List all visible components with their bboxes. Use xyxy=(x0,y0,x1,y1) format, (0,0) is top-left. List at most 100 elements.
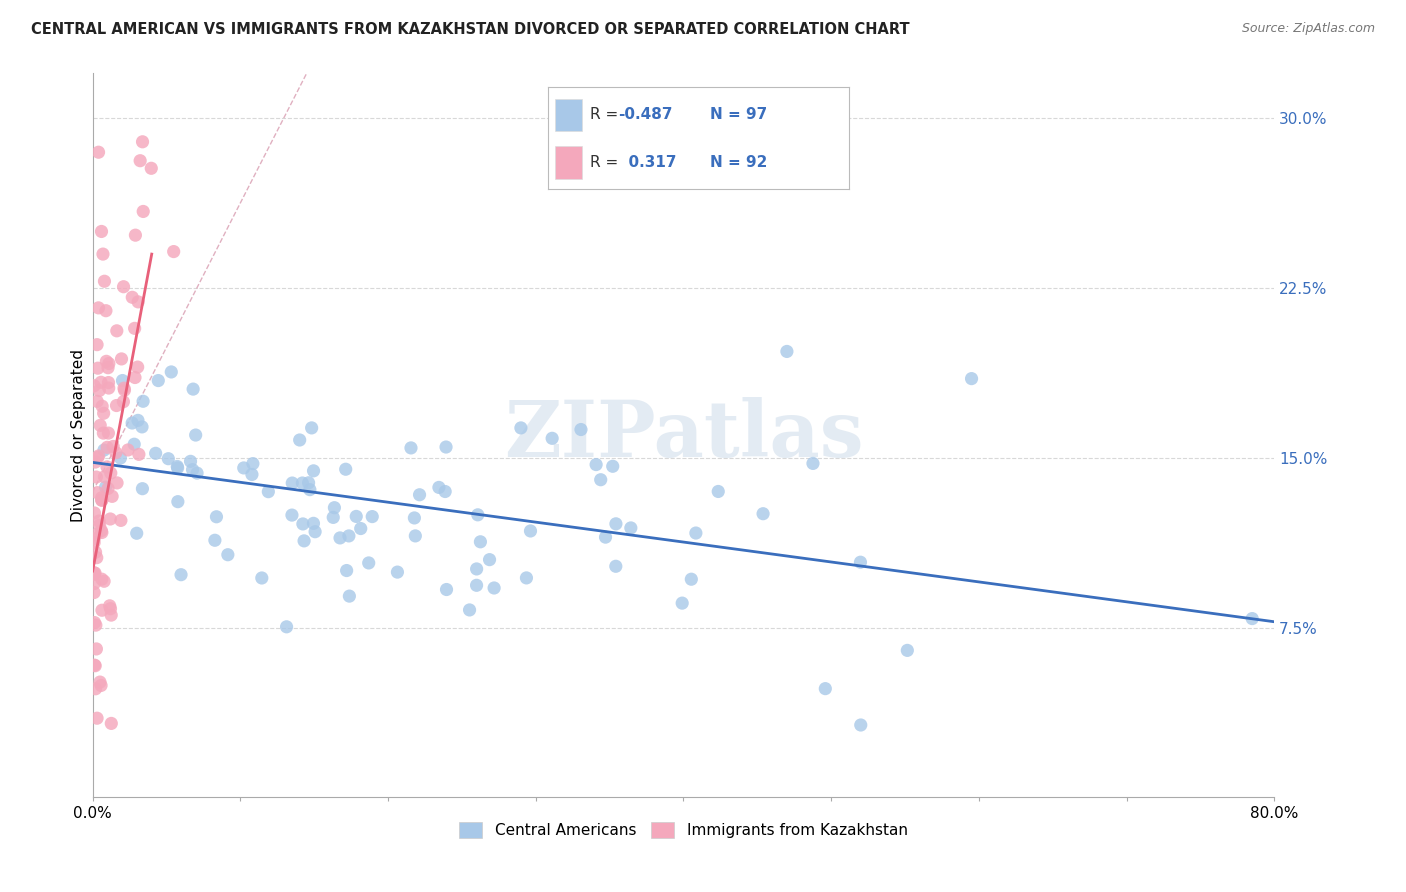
Point xyxy=(960,371,983,385)
Point xyxy=(707,484,730,499)
Point xyxy=(404,511,426,525)
Point xyxy=(94,303,117,318)
Point xyxy=(86,550,108,565)
Point xyxy=(427,480,450,494)
Point xyxy=(166,494,188,508)
Point xyxy=(186,466,208,480)
Point xyxy=(86,450,108,465)
Point xyxy=(127,413,149,427)
Point xyxy=(408,488,430,502)
Point xyxy=(93,443,115,458)
Point xyxy=(281,476,304,491)
Point xyxy=(87,301,110,315)
Point xyxy=(470,534,492,549)
Point xyxy=(685,526,707,541)
Point xyxy=(83,576,105,591)
Point xyxy=(91,603,114,617)
Point xyxy=(93,426,115,441)
Point xyxy=(90,678,112,692)
Point xyxy=(166,459,188,474)
Point xyxy=(304,524,326,539)
Point xyxy=(83,532,105,546)
Point xyxy=(100,466,122,480)
Point xyxy=(101,440,124,454)
Point xyxy=(482,581,505,595)
Point xyxy=(90,493,112,508)
Point xyxy=(465,562,488,576)
Point xyxy=(112,381,135,395)
Point xyxy=(896,643,918,657)
Point xyxy=(122,437,145,451)
Point xyxy=(181,463,204,477)
Point xyxy=(465,578,488,592)
Point xyxy=(288,433,311,447)
Point xyxy=(849,555,872,569)
Point xyxy=(86,394,108,409)
Point xyxy=(337,589,360,603)
Point xyxy=(434,484,457,499)
Legend: Central Americans, Immigrants from Kazakhstan: Central Americans, Immigrants from Kazak… xyxy=(453,816,914,844)
Point xyxy=(86,711,108,725)
Point xyxy=(87,449,110,463)
Point xyxy=(112,394,135,409)
Point xyxy=(97,381,120,395)
Point xyxy=(105,475,128,490)
Point xyxy=(124,228,146,243)
Point xyxy=(127,294,149,309)
Point xyxy=(337,529,360,543)
Point xyxy=(100,716,122,731)
Point xyxy=(90,491,112,505)
Point xyxy=(132,204,155,219)
Point xyxy=(121,290,143,304)
Point xyxy=(404,529,426,543)
Point xyxy=(131,135,153,149)
Point xyxy=(776,344,799,359)
Point xyxy=(329,531,352,545)
Point xyxy=(87,361,110,376)
Point xyxy=(84,681,107,696)
Point xyxy=(128,447,150,461)
Point xyxy=(97,376,120,390)
Point xyxy=(131,482,153,496)
Point xyxy=(83,378,105,392)
Point xyxy=(89,675,111,690)
Point xyxy=(83,658,105,673)
Point xyxy=(671,596,693,610)
Point xyxy=(90,224,112,238)
Point xyxy=(89,384,111,398)
Point xyxy=(110,450,132,465)
Point xyxy=(114,383,136,397)
Point xyxy=(96,441,118,455)
Point xyxy=(101,489,124,503)
Point xyxy=(98,599,121,613)
Point xyxy=(117,442,139,457)
Point xyxy=(110,513,132,527)
Point xyxy=(605,516,627,531)
Point xyxy=(281,508,304,522)
Point xyxy=(160,365,183,379)
Point xyxy=(89,518,111,533)
Point xyxy=(585,458,607,472)
Point xyxy=(90,524,112,538)
Point xyxy=(90,525,112,540)
Point xyxy=(84,527,107,541)
Point xyxy=(163,244,186,259)
Point xyxy=(93,274,115,288)
Point xyxy=(93,406,115,420)
Point xyxy=(91,247,114,261)
Point xyxy=(83,506,105,520)
Point xyxy=(83,566,105,580)
Point xyxy=(111,374,134,388)
Point xyxy=(104,445,127,459)
Point xyxy=(84,455,107,469)
Point xyxy=(157,451,180,466)
Point xyxy=(87,514,110,528)
Point xyxy=(291,476,314,491)
Point xyxy=(148,374,170,388)
Point xyxy=(112,279,135,293)
Point xyxy=(519,524,541,538)
Point xyxy=(105,399,128,413)
Point xyxy=(129,153,152,168)
Point xyxy=(335,462,357,476)
Point xyxy=(180,454,202,468)
